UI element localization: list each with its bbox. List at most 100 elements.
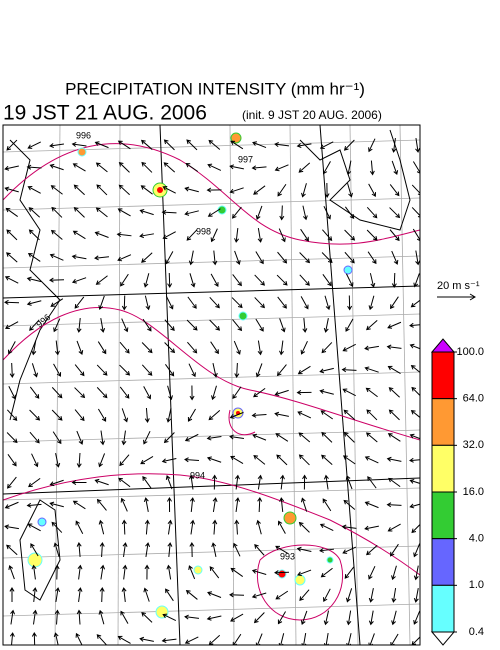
wind-arrow bbox=[186, 319, 198, 331]
wind-arrow bbox=[6, 229, 18, 241]
colorbar-segment bbox=[431, 351, 455, 400]
wind-arrow bbox=[53, 363, 62, 377]
wind-arrow bbox=[364, 525, 379, 531]
wind-arrow bbox=[72, 163, 86, 172]
wind-arrow bbox=[345, 273, 354, 288]
wind-arrow bbox=[77, 587, 83, 603]
wind-arrow bbox=[143, 497, 149, 512]
wind-arrow bbox=[232, 386, 242, 400]
wind-arrow bbox=[52, 431, 62, 445]
wind-arrow bbox=[232, 274, 242, 287]
wind-arrow bbox=[141, 342, 153, 354]
wind-arrow bbox=[49, 501, 64, 508]
wind-arrow bbox=[299, 589, 310, 602]
vector-scale-label: 20 m s⁻¹ bbox=[437, 280, 480, 292]
wind-arrow bbox=[27, 141, 41, 149]
wind-arrow bbox=[165, 296, 174, 310]
wind-arrow bbox=[71, 277, 87, 284]
wind-arrow bbox=[234, 519, 240, 535]
wind-arrow bbox=[409, 503, 420, 509]
wind-arrow bbox=[229, 592, 245, 598]
wind-arrow bbox=[368, 138, 376, 153]
wind-arrow bbox=[320, 410, 334, 420]
wind-arrow bbox=[29, 319, 40, 331]
wind-arrow bbox=[257, 497, 263, 513]
wind-arrow bbox=[208, 634, 221, 645]
wind-arrow bbox=[122, 564, 128, 580]
wind-arrow bbox=[345, 475, 353, 490]
wind-arrow bbox=[296, 390, 312, 396]
wind-arrow bbox=[364, 345, 379, 351]
wind-arrow bbox=[94, 231, 109, 238]
wind-arrow bbox=[391, 137, 397, 153]
wind-arrow bbox=[4, 165, 19, 171]
wind-arrow bbox=[6, 252, 18, 263]
wind-arrow bbox=[251, 592, 267, 599]
wind-arrow bbox=[235, 474, 240, 490]
colorbar-extend-bottom bbox=[430, 631, 456, 646]
wind-arrow bbox=[163, 139, 175, 151]
wind-arrow bbox=[410, 409, 420, 419]
wind-arrow bbox=[49, 253, 64, 261]
wind-arrow bbox=[390, 296, 399, 310]
wind-arrow bbox=[322, 161, 331, 175]
wind-arrow bbox=[186, 139, 198, 151]
wind-arrow bbox=[322, 498, 332, 512]
wind-arrow bbox=[208, 410, 221, 421]
wind-arrow bbox=[277, 183, 287, 197]
wind-arrow bbox=[413, 610, 420, 625]
wind-arrow bbox=[4, 186, 19, 193]
wind-arrow bbox=[208, 139, 221, 150]
wind-arrow bbox=[72, 500, 86, 510]
wind-arrow bbox=[94, 141, 109, 149]
wind-arrow bbox=[410, 365, 420, 374]
wind-arrow bbox=[230, 613, 244, 622]
wind-arrow bbox=[100, 564, 106, 580]
wind-arrow bbox=[298, 432, 311, 443]
wind-arrow bbox=[28, 229, 40, 241]
wind-arrow bbox=[26, 164, 42, 170]
wind-arrow bbox=[345, 318, 354, 332]
wind-arrow bbox=[27, 523, 41, 532]
wind-arrow bbox=[165, 588, 174, 602]
wind-arrow bbox=[185, 589, 198, 600]
wind-arrow bbox=[116, 232, 132, 238]
wind-arrow bbox=[232, 319, 243, 332]
wind-arrow bbox=[140, 139, 153, 150]
wind-arrow bbox=[210, 273, 219, 287]
wind-arrow bbox=[139, 636, 154, 642]
wind-arrow bbox=[297, 569, 312, 577]
wind-arrow bbox=[118, 477, 131, 488]
wind-arrow bbox=[229, 411, 244, 419]
wind-arrow bbox=[323, 205, 331, 220]
colorbar-label: 16.0 bbox=[463, 486, 484, 498]
wind-arrow bbox=[165, 364, 175, 377]
colorbar-label: 64.0 bbox=[463, 393, 484, 405]
wind-arrow bbox=[8, 565, 15, 580]
wind-arrow bbox=[31, 363, 39, 378]
colorbar-label: 32.0 bbox=[463, 439, 484, 451]
wind-arrow bbox=[95, 162, 108, 173]
wind-arrow bbox=[51, 521, 63, 533]
wind-arrow bbox=[76, 609, 82, 625]
wind-arrow bbox=[188, 363, 196, 378]
colorbar-segment bbox=[431, 538, 455, 586]
wind-arrow bbox=[4, 501, 19, 509]
wind-arrow bbox=[253, 612, 265, 624]
wind-arrow bbox=[274, 389, 289, 397]
wind-arrow bbox=[299, 252, 311, 264]
wind-arrow bbox=[4, 524, 19, 530]
wind-arrow bbox=[98, 609, 105, 625]
wind-arrow bbox=[387, 321, 402, 329]
wind-arrow bbox=[279, 318, 286, 333]
wind-arrow bbox=[341, 367, 357, 373]
wind-arrow bbox=[229, 164, 244, 170]
wind-arrow bbox=[366, 544, 378, 556]
wind-arrow bbox=[50, 229, 63, 240]
wind-arrow bbox=[121, 408, 129, 423]
wind-arrow bbox=[364, 456, 379, 464]
wind-arrow bbox=[76, 317, 82, 333]
wind-arrow bbox=[251, 569, 267, 575]
wind-arrow bbox=[167, 519, 173, 535]
